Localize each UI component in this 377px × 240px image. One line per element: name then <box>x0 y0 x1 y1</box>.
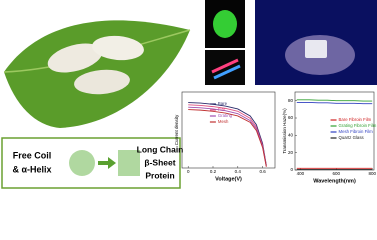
legend-label: Flat <box>218 107 226 112</box>
y-tick-label: 20 <box>288 150 294 155</box>
legend-label: Bare <box>218 101 228 106</box>
x-tick-label: 600 <box>333 171 341 176</box>
graphical-abstract: Free Coil & α-Helix Long Chain β-Sheet P… <box>1 0 377 189</box>
series-line <box>188 104 267 166</box>
device-photo <box>255 0 377 85</box>
series-line <box>188 102 267 166</box>
x-tick-label: 0.4 <box>235 169 242 174</box>
protein-label: Protein <box>145 170 174 180</box>
x-tick-label: 0.2 <box>210 169 217 174</box>
protein-panel: Free Coil & α-Helix Long Chain β-Sheet P… <box>1 137 184 189</box>
series-line <box>188 106 267 167</box>
legend-label: Grating <box>218 113 233 118</box>
x-tick-label: 0.6 <box>259 169 266 174</box>
y-tick-label: 80 <box>288 98 294 103</box>
x-axis-label: Wavelength(nm) <box>313 178 356 184</box>
plot-frame <box>181 91 276 169</box>
legend-label: Grating Fibroin Film <box>339 123 377 128</box>
series-line <box>296 101 373 105</box>
x-axis-label: Voltage(V) <box>215 176 242 182</box>
y-axis-label: Transmission Haze(%) <box>282 108 287 154</box>
fluorescence-photo <box>205 0 245 85</box>
protein-label: Long Chain <box>137 144 184 154</box>
series-line <box>296 99 373 102</box>
legend-label: Mesh <box>218 119 229 124</box>
protein-label: Free Coil <box>13 150 52 160</box>
x-tick-label: 400 <box>297 171 305 176</box>
legend-label: Mesh Fibroin Film <box>339 129 374 134</box>
y-tick-label: 60 <box>288 115 294 120</box>
protein-label: β-Sheet <box>144 157 175 167</box>
protein-label: & α-Helix <box>12 164 51 174</box>
leaf-photo <box>3 20 191 129</box>
y-tick-label: 0 <box>290 167 293 172</box>
legend-label: Bare Fibroin Film <box>339 117 372 122</box>
y-axis-label: Current density <box>174 114 179 145</box>
series-line <box>188 109 267 167</box>
x-tick-label: 800 <box>368 171 376 176</box>
x-tick-label: 0 <box>187 169 190 174</box>
legend-label: Quartz Glass <box>339 135 364 140</box>
y-tick-label: 40 <box>288 133 294 138</box>
